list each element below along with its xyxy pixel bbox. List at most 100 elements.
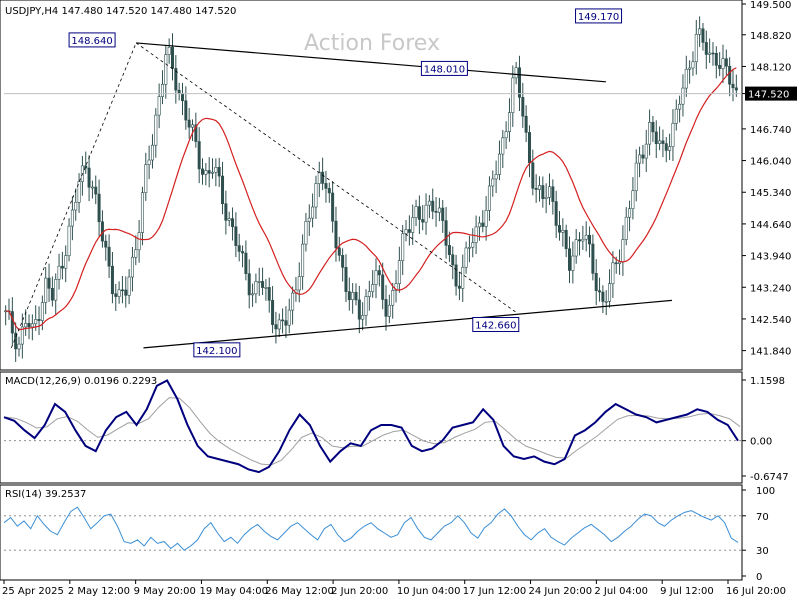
candle xyxy=(581,225,585,250)
candle xyxy=(601,285,605,314)
candle xyxy=(374,258,378,299)
candle xyxy=(424,193,428,235)
y-tick-label: 149.500 xyxy=(750,0,791,11)
candle xyxy=(574,229,578,264)
y-tick-label: 100 xyxy=(756,486,775,497)
candle xyxy=(37,306,41,335)
candle xyxy=(80,156,84,196)
candle xyxy=(357,285,361,334)
candle xyxy=(391,282,395,319)
macd-axis: 1.1598 0.00 -0.6747 xyxy=(742,376,789,483)
y-tick-label: 148.120 xyxy=(750,62,791,73)
candle xyxy=(67,218,71,262)
y-tick-label: 147.520 xyxy=(748,90,789,101)
price-annotation: 148.640 xyxy=(68,32,116,48)
candle xyxy=(431,188,435,220)
candle xyxy=(351,283,355,314)
svg-text:148.010: 148.010 xyxy=(424,64,465,75)
macd-layer xyxy=(3,379,742,474)
candle xyxy=(454,254,458,296)
candle xyxy=(417,195,421,234)
candle xyxy=(514,61,518,85)
y-tick-label: 144.640 xyxy=(750,220,791,231)
candle xyxy=(20,313,24,359)
price-axis: 149.500 148.820 148.120 147.520 146.740 146.0… xyxy=(742,0,797,358)
candle xyxy=(551,179,555,215)
candle xyxy=(708,38,712,63)
candle xyxy=(297,262,301,303)
candle xyxy=(621,225,625,276)
candle xyxy=(147,145,151,180)
candle xyxy=(547,173,551,205)
candle xyxy=(611,251,615,298)
candle xyxy=(658,126,662,151)
candle xyxy=(634,149,638,202)
candle xyxy=(261,267,265,295)
candle xyxy=(447,231,451,262)
candle xyxy=(537,176,541,202)
trendline xyxy=(10,42,137,349)
candle xyxy=(527,125,531,178)
candle xyxy=(14,322,18,362)
candle xyxy=(314,175,318,219)
candle xyxy=(608,269,612,308)
candle xyxy=(718,52,722,77)
candle xyxy=(47,263,51,302)
candle xyxy=(70,196,74,241)
candle xyxy=(144,152,148,201)
candle xyxy=(367,280,371,311)
x-tick-label: 9 May 20:00 xyxy=(134,586,196,597)
candle xyxy=(517,55,521,111)
candle xyxy=(387,294,391,324)
candle xyxy=(17,336,21,357)
candle xyxy=(201,158,205,185)
candle xyxy=(504,121,508,149)
candle xyxy=(631,177,635,220)
x-tick-label: 24 Jun 20:00 xyxy=(529,586,593,597)
candle xyxy=(728,57,732,97)
candle xyxy=(137,220,141,263)
candle xyxy=(644,129,648,172)
candle xyxy=(384,285,388,331)
candle xyxy=(227,211,231,227)
candle xyxy=(494,160,498,194)
candle xyxy=(648,109,652,156)
candle xyxy=(211,158,215,179)
rsi-panel-frame xyxy=(0,484,743,581)
candle xyxy=(501,129,505,168)
candle xyxy=(711,42,715,66)
candle xyxy=(50,276,54,307)
candle xyxy=(184,86,188,130)
candle xyxy=(117,281,121,304)
candle xyxy=(654,120,658,158)
svg-text:142.660: 142.660 xyxy=(475,321,516,332)
candle xyxy=(64,245,68,283)
candle xyxy=(324,170,328,203)
y-tick-label: 141.840 xyxy=(750,347,791,358)
candle xyxy=(271,286,275,334)
candles xyxy=(4,16,738,362)
candle xyxy=(284,306,288,339)
x-tick-label: 16 Jul 20:00 xyxy=(726,586,786,597)
candle xyxy=(421,204,425,231)
candle xyxy=(321,157,325,191)
candle xyxy=(461,254,465,302)
candle xyxy=(701,23,705,51)
watermark: Action Forex xyxy=(304,31,440,56)
candle xyxy=(237,233,241,262)
candle xyxy=(207,157,211,188)
candle xyxy=(354,283,358,306)
candle xyxy=(291,286,295,325)
candle xyxy=(457,271,461,301)
candle xyxy=(524,105,528,143)
candle xyxy=(154,108,158,158)
candle xyxy=(77,173,81,213)
candle xyxy=(110,251,114,304)
candle xyxy=(487,176,491,221)
candle xyxy=(140,186,144,246)
candle xyxy=(491,170,495,197)
candle xyxy=(427,195,431,219)
candle xyxy=(724,49,728,76)
candle xyxy=(157,83,161,129)
candle xyxy=(120,275,124,304)
